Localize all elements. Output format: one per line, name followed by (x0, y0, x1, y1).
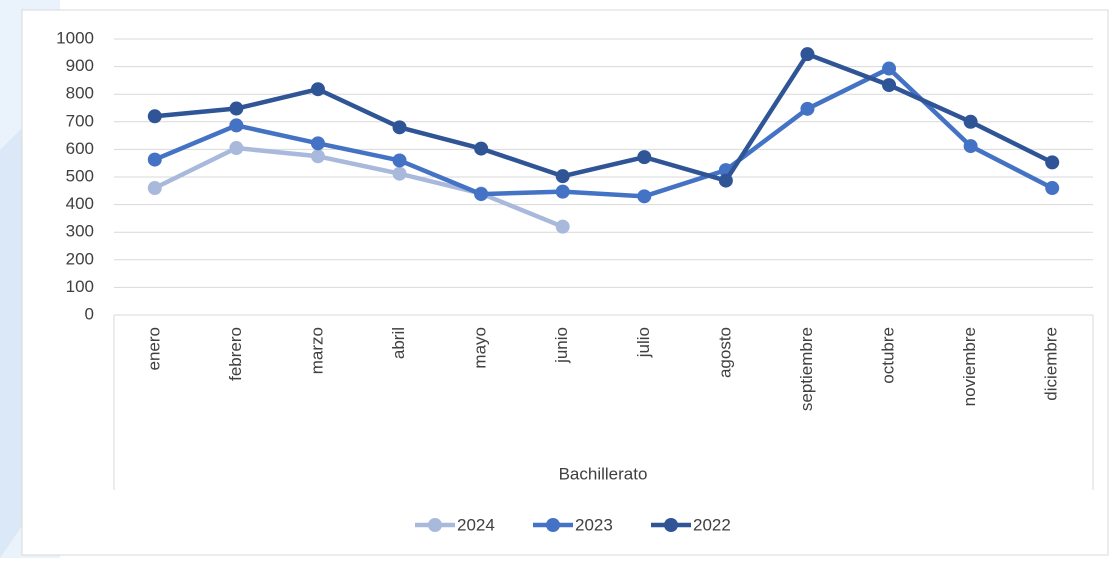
series-line (153, 145, 564, 229)
marker (1045, 155, 1060, 170)
x-tick-label: agosto (715, 327, 734, 378)
y-tick-label: 200 (66, 249, 94, 268)
x-tick-label: julio (634, 327, 653, 358)
marker (147, 152, 162, 167)
y-tick-label: 900 (66, 56, 94, 75)
y-tick-label: 600 (66, 139, 94, 158)
y-tick-label: 700 (66, 111, 94, 130)
x-tick-label: febrero (226, 327, 245, 381)
series-line (154, 51, 1054, 183)
marker (310, 149, 325, 164)
x-tick-label: noviembre (960, 327, 979, 406)
marker (882, 61, 897, 76)
marker (229, 141, 244, 156)
y-tick-label: 1000 (56, 28, 94, 47)
y-tick-label: 300 (66, 222, 94, 241)
marker (718, 173, 733, 188)
x-tick-label: marzo (307, 327, 326, 374)
legend-marker (664, 518, 678, 532)
marker (637, 189, 652, 204)
y-tick-label: 800 (66, 84, 94, 103)
marker (392, 120, 407, 135)
x-tick-label: mayo (471, 327, 490, 369)
marker (882, 78, 897, 93)
marker (147, 181, 162, 196)
marker (229, 118, 244, 133)
marker (474, 141, 489, 156)
x-tick-label: enero (144, 327, 163, 370)
marker (474, 187, 489, 202)
marker (800, 101, 815, 116)
group-label: Bachillerato (559, 464, 648, 483)
marker (310, 136, 325, 151)
marker (637, 150, 652, 165)
y-tick-label: 400 (66, 194, 94, 213)
marker (229, 101, 244, 116)
x-tick-label: abril (389, 327, 408, 359)
x-tick-label: diciembre (1042, 327, 1061, 401)
marker (800, 47, 815, 62)
legend-label: 2023 (575, 515, 613, 534)
legend-label: 2024 (457, 515, 495, 534)
marker (392, 153, 407, 168)
legend-marker (546, 518, 560, 532)
marker (1045, 181, 1060, 196)
x-tick-label: septiembre (797, 327, 816, 411)
series-line (153, 66, 1054, 199)
y-tick-label: 500 (66, 166, 94, 185)
legend-label: 2022 (693, 515, 731, 534)
marker (555, 169, 570, 184)
marker (392, 166, 407, 181)
marker (310, 82, 325, 97)
marker (555, 184, 570, 199)
marker (963, 114, 978, 129)
x-tick-label: octubre (879, 327, 898, 384)
x-tick-label: junio (552, 327, 571, 364)
marker (555, 219, 570, 234)
y-tick-label: 100 (66, 277, 94, 296)
marker (963, 139, 978, 154)
marker (147, 109, 162, 124)
y-tick-label: 0 (85, 304, 94, 323)
legend-marker (428, 518, 442, 532)
